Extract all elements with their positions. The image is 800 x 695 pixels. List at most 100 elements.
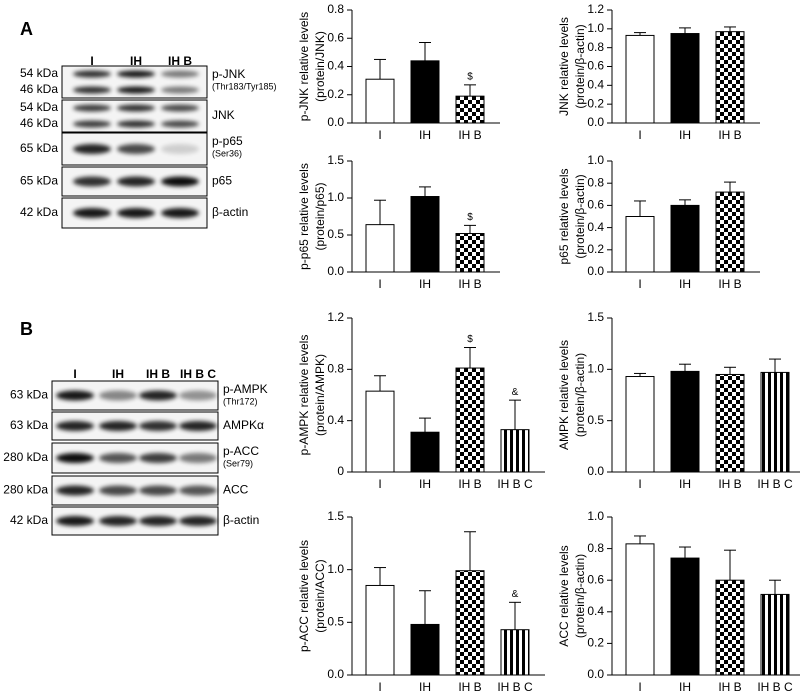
y-tick-label: 0.5 (327, 615, 344, 629)
blot-band (117, 70, 155, 78)
x-tick-label: IH (419, 277, 431, 291)
kda-label: 54 kDa (20, 100, 58, 114)
y-axis-label: p65 relative levels (557, 168, 571, 264)
y-tick-label: 1.0 (587, 362, 604, 376)
protein-sub-label: (Thr172) (223, 396, 258, 406)
blot-band (179, 485, 217, 496)
x-tick-label: I (378, 277, 381, 291)
x-tick-label: I (638, 128, 641, 142)
kda-label: 63 kDa (10, 388, 48, 402)
y-tick-label: 1.0 (587, 509, 604, 523)
protein-label: p-JNK (212, 67, 245, 81)
protein-label: ACC (223, 483, 249, 497)
blot-band (117, 176, 155, 187)
lane-label: IH (130, 54, 142, 68)
x-tick-label: I (638, 680, 641, 694)
x-tick-label: IH B (718, 477, 741, 491)
blot-band (117, 144, 155, 154)
bar (625, 376, 655, 473)
protein-label: p-p65 (212, 134, 243, 148)
y-tick-label: 1.2 (327, 310, 344, 324)
blot-band (117, 120, 155, 128)
blot-band (117, 208, 155, 218)
y-axis-label: (protein/β-actin) (573, 24, 587, 108)
x-tick-label: IH B C (497, 680, 533, 694)
protein-label: AMPKα (223, 418, 264, 432)
y-tick-label: 0.6 (587, 572, 604, 586)
blot-band (161, 144, 199, 154)
blot-band (73, 208, 111, 218)
x-tick-label: IH (679, 477, 691, 491)
bar (365, 390, 395, 473)
blot-band (56, 390, 94, 401)
x-tick-label: IH (419, 680, 431, 694)
blot-band (117, 104, 155, 112)
blot-band (99, 485, 137, 496)
y-tick-label: 0.0 (587, 264, 604, 278)
protein-sub-label: (Ser79) (223, 458, 253, 468)
y-tick-label: 1.5 (587, 310, 604, 324)
x-tick-label: IH B (718, 128, 741, 142)
x-tick-label: I (378, 680, 381, 694)
significance-mark: $ (467, 72, 473, 83)
blot-band (139, 421, 177, 431)
blot-band (139, 390, 177, 401)
bar (410, 196, 440, 273)
y-axis-label: p-JNK relative levels (297, 12, 311, 121)
lane-label: IH B (168, 54, 192, 68)
y-axis-label: AMPK relative levels (557, 340, 571, 450)
bar (760, 371, 790, 473)
y-tick-label: 1.5 (327, 509, 344, 523)
kda-label: 65 kDa (20, 141, 58, 155)
bar (715, 373, 745, 473)
blot-band (99, 421, 137, 431)
y-tick-label: 0.8 (587, 175, 604, 189)
blot-band (73, 70, 111, 78)
blot-band (161, 104, 199, 112)
y-tick-label: 1.0 (327, 562, 344, 576)
blot-band (99, 390, 137, 401)
x-tick-label: IH (679, 680, 691, 694)
bar (410, 623, 440, 676)
bar (670, 204, 700, 273)
x-tick-label: IH B C (757, 477, 793, 491)
x-tick-label: IH B (718, 680, 741, 694)
y-tick-label: 0.2 (587, 96, 604, 110)
x-tick-label: IH B (458, 277, 481, 291)
bar (670, 370, 700, 473)
y-tick-label: 1.2 (587, 2, 604, 16)
protein-label: p-AMPK (223, 382, 268, 396)
y-tick-label: 0.8 (327, 2, 344, 16)
bar (455, 95, 485, 124)
y-tick-label: 0.8 (587, 40, 604, 54)
blot-band (73, 120, 111, 128)
y-axis-label: (protein/JNK) (313, 31, 327, 102)
y-tick-label: 0.6 (587, 198, 604, 212)
blot-band (161, 86, 199, 94)
protein-sub-label: (Thr183/Tyr185) (212, 81, 277, 91)
y-tick-label: 0.0 (587, 464, 604, 478)
y-axis-label: (protein/ACC) (313, 559, 327, 632)
x-tick-label: I (638, 477, 641, 491)
x-tick-label: I (638, 277, 641, 291)
blot-band (73, 144, 111, 154)
y-tick-label: 0.6 (587, 59, 604, 73)
y-tick-label: 0.8 (327, 362, 344, 376)
y-tick-label: 1.0 (327, 190, 344, 204)
bar (715, 579, 745, 676)
x-tick-label: IH B (718, 277, 741, 291)
bar (715, 191, 745, 273)
panel-letter: B (20, 319, 33, 339)
bar (365, 584, 395, 676)
x-tick-label: I (378, 477, 381, 491)
blot-band (73, 86, 111, 94)
x-tick-label: IH (679, 128, 691, 142)
bar (625, 543, 655, 676)
panel-letter: A (20, 19, 33, 39)
y-tick-label: 0.2 (327, 87, 344, 101)
protein-sub-label: (Ser36) (212, 148, 242, 158)
y-axis-label: p-ACC relative levels (297, 540, 311, 652)
blot-band (179, 421, 217, 431)
y-tick-label: 0.5 (587, 413, 604, 427)
